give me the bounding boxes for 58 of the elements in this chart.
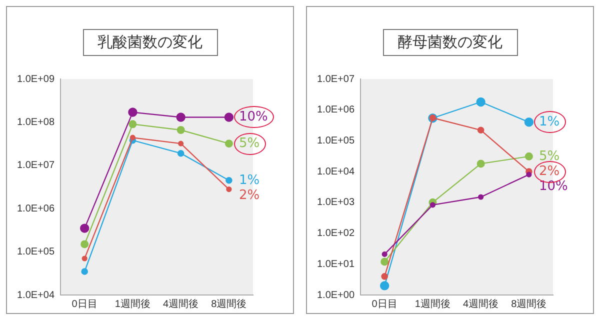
point bbox=[477, 126, 484, 134]
series-label: 2% bbox=[538, 164, 560, 179]
series-label: 5% bbox=[538, 148, 560, 164]
point bbox=[526, 172, 532, 178]
point bbox=[176, 112, 186, 122]
x-tick-label: 4週間後 bbox=[163, 298, 199, 310]
y-tick-label: 1.0E+05 bbox=[316, 135, 355, 146]
point bbox=[476, 160, 485, 168]
point bbox=[380, 258, 389, 266]
point bbox=[226, 176, 232, 184]
chart-title: 乳酸菌数の変化 bbox=[82, 29, 218, 56]
y-tick-label: 1.0E+01 bbox=[316, 258, 355, 270]
point bbox=[128, 120, 137, 128]
point bbox=[224, 112, 234, 122]
point bbox=[80, 224, 90, 233]
point bbox=[430, 202, 436, 208]
point bbox=[177, 150, 184, 157]
y-tick-label: 1.0E+06 bbox=[16, 203, 55, 214]
y-tick-label: 1.0E+08 bbox=[16, 116, 55, 128]
x-tick-label: 0日目 bbox=[372, 298, 398, 310]
series-label: 1% bbox=[238, 172, 260, 188]
y-tick-label: 1.0E+05 bbox=[16, 246, 55, 258]
series-label: 2% bbox=[238, 188, 260, 203]
y-tick-label: 1.0E+02 bbox=[316, 228, 355, 240]
series-label: 1% bbox=[538, 114, 560, 130]
x-tick-label: 1週間後 bbox=[114, 298, 150, 310]
x-tick-label: 8週間後 bbox=[511, 298, 547, 310]
point bbox=[80, 240, 89, 248]
point bbox=[178, 140, 184, 146]
series-label: 5% bbox=[238, 136, 260, 151]
y-tick-label: 1.0E+04 bbox=[316, 166, 355, 178]
x-tick-label: 8週間後 bbox=[211, 298, 247, 310]
y-tick-label: 1.0E+09 bbox=[16, 74, 55, 85]
point bbox=[524, 152, 533, 160]
point bbox=[224, 140, 233, 148]
point bbox=[476, 97, 486, 107]
point bbox=[381, 273, 388, 280]
point bbox=[524, 118, 534, 127]
y-tick-label: 1.0E+00 bbox=[316, 290, 355, 301]
point bbox=[128, 108, 138, 117]
x-tick-label: 4週間後 bbox=[463, 298, 499, 310]
point bbox=[382, 251, 388, 257]
y-tick-label: 1.0E+07 bbox=[16, 160, 55, 172]
point bbox=[226, 186, 232, 192]
x-tick-label: 0日目 bbox=[72, 298, 98, 310]
point bbox=[380, 281, 390, 290]
point bbox=[81, 268, 88, 275]
y-tick-label: 1.0E+03 bbox=[316, 197, 355, 208]
y-tick-label: 1.0E+06 bbox=[316, 104, 355, 116]
point bbox=[478, 194, 484, 200]
series-label: 10% bbox=[238, 110, 268, 125]
y-tick-label: 1.0E+04 bbox=[16, 290, 55, 301]
x-tick-label: 1週間後 bbox=[414, 298, 450, 310]
point bbox=[130, 134, 136, 140]
y-tick-label: 1.0E+07 bbox=[316, 74, 355, 85]
point bbox=[82, 256, 88, 262]
chart-title: 酵母菌数の変化 bbox=[382, 29, 518, 56]
point bbox=[176, 126, 185, 134]
